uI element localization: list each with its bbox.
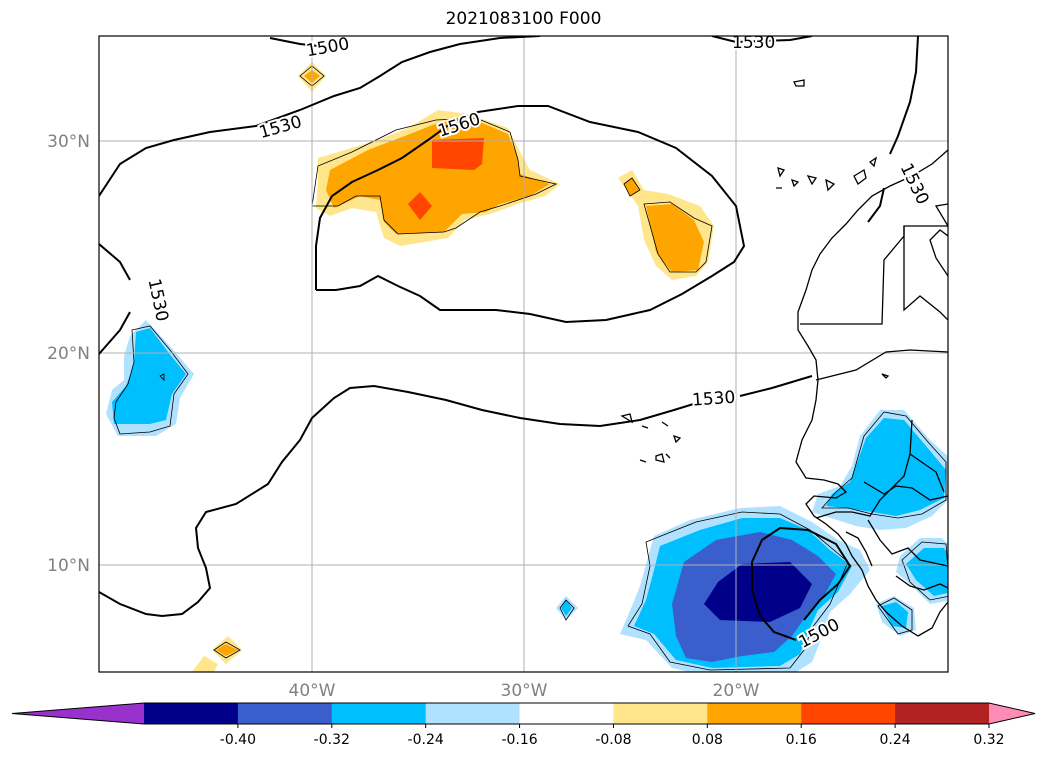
- positive-anomaly-dot: [216, 644, 238, 656]
- colorbar-tick-label: -0.16: [501, 732, 537, 748]
- country-border: [909, 453, 945, 493]
- country-border: [863, 481, 948, 501]
- contour-1500-north: [269, 37, 319, 47]
- colorbar-bin: [613, 703, 708, 724]
- map-frame: [98, 35, 949, 673]
- colorbar-bin: [895, 703, 990, 724]
- contour-1560: [315, 105, 746, 324]
- colorbar-tick-label: 0.16: [786, 732, 817, 748]
- contour-1530-east: [867, 187, 885, 223]
- colorbar-tick-label: -0.40: [220, 732, 256, 748]
- colorbar-tick-label: -0.32: [314, 732, 350, 748]
- negative-anomaly-extreme: [704, 562, 812, 622]
- positive-anomaly-core: [646, 204, 704, 272]
- contour-1530-main: [99, 36, 541, 197]
- lat-tick-label: 20°N: [47, 344, 90, 364]
- country-border: [815, 349, 948, 381]
- colorbar-bin: [707, 703, 802, 724]
- negative-anomaly-dot: [561, 600, 572, 616]
- cape-verde-islands: [620, 413, 682, 463]
- contour-1530-south: [99, 384, 701, 618]
- country-border: [934, 203, 948, 227]
- colorbar-bin: [519, 703, 614, 724]
- contour-1530-north: [711, 36, 813, 44]
- country-border: [903, 226, 948, 321]
- contour-1530-west-lower: [99, 311, 131, 355]
- colorbar-tick-label: -0.24: [408, 732, 444, 748]
- colorbar-tick-label: 0.24: [880, 732, 911, 748]
- country-border: [929, 229, 948, 277]
- positive-anomaly-region: [192, 656, 218, 672]
- colorbar-bin: [144, 703, 239, 724]
- anomaly-outlines: [113, 65, 948, 671]
- country-border: [815, 419, 913, 519]
- lon-tick-label: 40°W: [289, 681, 336, 701]
- country-border: [845, 531, 873, 567]
- negative-anomaly-core: [826, 418, 946, 516]
- map-title: 2021083100 F000: [445, 9, 602, 29]
- colorbar-outline: [11, 702, 1036, 725]
- positive-anomaly-peak: [408, 192, 432, 220]
- colorbar-bin: [237, 703, 333, 724]
- lon-tick-label: 20°W: [713, 681, 760, 701]
- colorbar-bin: [425, 703, 521, 724]
- negative-anomaly-core: [906, 548, 948, 596]
- colorbar-extend-low: [12, 703, 144, 724]
- coastlines: [620, 79, 948, 637]
- colorbar-bin: [801, 703, 896, 724]
- canary-islands: [776, 156, 878, 192]
- height-contours: [99, 36, 919, 641]
- contour-label: 1530: [691, 388, 736, 411]
- negative-anomaly-core: [112, 328, 186, 424]
- colorbar-extend-high: [989, 703, 1035, 724]
- contour-label: 1500: [305, 34, 351, 61]
- gridlines: [99, 36, 948, 672]
- contour-1500-south: [751, 526, 852, 641]
- axis-labels: 40°W 30°W 20°W 30°N 20°N 10°N: [47, 132, 760, 701]
- colorbar: -0.40 -0.32 -0.24 -0.16 -0.08 0.08 0.16 0.24 0.3…: [11, 702, 1036, 748]
- madeira-island: [793, 79, 805, 87]
- contour-label: 1530: [732, 33, 775, 53]
- country-border: [800, 225, 948, 325]
- country-border: [895, 575, 948, 591]
- africa-coastline: [795, 149, 948, 637]
- lat-tick-label: 30°N: [47, 132, 90, 152]
- lon-tick-label: 30°W: [501, 681, 548, 701]
- colorbar-tick-label: 0.32: [973, 732, 1004, 748]
- country-border: [867, 519, 948, 567]
- contour-1530-west: [99, 243, 131, 281]
- colorbar-bin: [331, 703, 427, 724]
- positive-anomaly-peak: [432, 138, 484, 170]
- colorbar-tick-label: 0.08: [692, 732, 723, 748]
- contour-1530-south-east: [739, 375, 813, 397]
- contour-1530-east-upper: [889, 36, 919, 155]
- lat-tick-label: 10°N: [47, 556, 90, 576]
- small-island: [881, 373, 890, 379]
- colorbar-tick-label: -0.08: [595, 732, 631, 748]
- negative-anomaly-core: [882, 602, 908, 628]
